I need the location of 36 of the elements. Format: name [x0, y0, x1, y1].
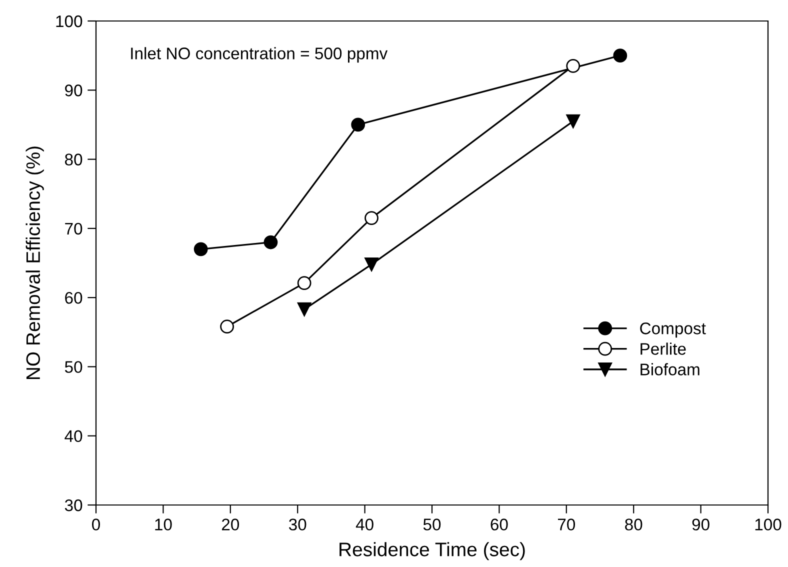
y-tick-label: 60 [65, 292, 82, 304]
x-tick-label: 20 [222, 518, 240, 530]
point [194, 242, 208, 256]
legend-label: Perlite [640, 342, 686, 355]
x-tick-label: 80 [625, 518, 642, 530]
point [220, 320, 234, 334]
legend-label: Compost [640, 322, 706, 338]
x-tick-label: 0 [92, 518, 100, 530]
x-tick-label: 30 [288, 518, 306, 530]
x-tick-label: 90 [692, 518, 710, 530]
point [297, 302, 312, 316]
point [566, 114, 580, 128]
y-axis-title: NO Removal Efficiency (%) [26, 146, 44, 380]
point [264, 235, 278, 250]
x-tick-label: 70 [558, 518, 576, 530]
y-tick-label: 100 [56, 15, 82, 28]
point [297, 276, 312, 290]
point [566, 59, 580, 73]
y-tick-label: 40 [64, 430, 82, 442]
point [364, 211, 378, 225]
legend-label: Biofoam [640, 363, 700, 376]
y-tick-label: 90 [65, 84, 82, 96]
x-tick-label: 10 [155, 518, 172, 530]
point [364, 257, 378, 272]
annotation: Inlet NO concentration = 500 ppmv [131, 47, 388, 63]
x-tick-label: 50 [423, 518, 441, 530]
x-tick-label: 40 [356, 518, 374, 530]
y-tick-label: 30 [64, 499, 82, 512]
point [351, 118, 366, 132]
y-tick-label: 80 [64, 154, 82, 166]
x-axis-title: Residence Time (sec) [340, 542, 525, 560]
point [613, 48, 628, 63]
y-tick-label: 50 [64, 361, 82, 373]
x-tick-label: 100 [755, 518, 782, 530]
x-tick-label: 60 [490, 518, 508, 530]
y-tick-label: 70 [65, 222, 82, 235]
